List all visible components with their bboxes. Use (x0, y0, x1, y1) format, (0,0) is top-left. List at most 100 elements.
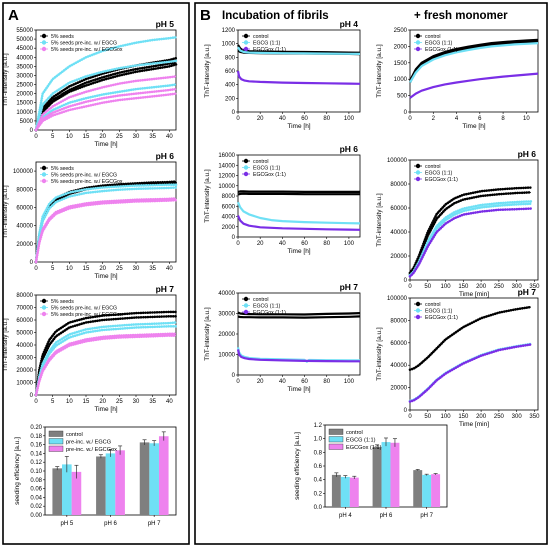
bar (349, 477, 359, 507)
y-tick-label: 0 (30, 260, 34, 266)
x-tick-label: 20 (257, 379, 264, 385)
x-tick-label: 15 (83, 266, 90, 272)
bar (381, 442, 391, 507)
series-cyan-line (35, 325, 176, 396)
x-tick-label: 30 (133, 399, 140, 405)
bar (96, 456, 106, 515)
legend-label: control (253, 34, 269, 40)
legend-label: EGCGox (1:1) (425, 177, 458, 183)
y-tick-label: 0.02 (30, 504, 42, 510)
y-tick-label: 0.4 (314, 478, 323, 484)
series-purple-line (236, 349, 360, 363)
legend-label: 5% seeds pre-inc. w./ EGCG (51, 172, 117, 178)
x-tick-label: 100 (344, 379, 355, 385)
y-tick-label: 0.8 (314, 450, 323, 456)
bar (431, 474, 441, 507)
x-tick-label: 0 (236, 241, 240, 247)
x-tick-label: 200 (476, 414, 487, 420)
series-cyan-dots (34, 321, 178, 397)
x-tick-label: 40 (279, 116, 286, 122)
series-black-line (237, 315, 361, 319)
x-axis-label: Time [h] (94, 273, 117, 280)
series-purple-line (236, 215, 361, 231)
y-tick-label: 10000 (218, 184, 235, 190)
x-axis-label: Time [min] (459, 421, 489, 428)
bar (158, 436, 169, 515)
charts-layer: 0 5 0 0 0 10000 15000 20000 25000 30000 35 0 0 0 40000… (2, 19, 540, 527)
x-tick-label: 40 (279, 379, 286, 385)
bar (115, 450, 125, 515)
legend-label: EGCGox (1:1) (253, 172, 286, 178)
y-tick-label: 0 (404, 408, 408, 414)
y-tick-label: 200 (225, 96, 236, 102)
y-tick-label: 1.0 (314, 437, 323, 443)
x-tick-label: 300 (512, 284, 523, 290)
y-tick-label: 0 (30, 128, 34, 134)
series-purple-line (409, 72, 539, 99)
legend-label: control (425, 302, 441, 308)
y-axis-label: ThT-intensity [a.u.] (376, 44, 383, 98)
x-tick-label: 10 (66, 266, 73, 272)
y-tick-label: 40000 (16, 224, 33, 230)
series-black-line (35, 315, 176, 396)
x-tick-label: 0 (408, 284, 412, 290)
chart-a4: 0.00 0.02 0.04 0.06 0.08 0.10 0.12 0.14 0.16 0.18… (14, 425, 177, 527)
y-axis-label: ThT-intensity [a.u.] (376, 193, 383, 247)
y-tick-label: 10000 (16, 381, 33, 387)
chart-title: pH 6 (156, 151, 175, 161)
series-black-line (35, 182, 177, 263)
y-tick-label: 10000 (218, 353, 235, 359)
y-tick-label: 0.08 (30, 478, 42, 484)
y-tick-label: 60000 (16, 205, 33, 211)
series-purple-line (409, 344, 531, 403)
y-tick-label: 2500 (394, 28, 408, 34)
y-tick-label: 400 (225, 83, 236, 89)
panel-b-frame (194, 2, 548, 545)
y-axis-label: ThT-intensity [a.u.] (2, 318, 9, 372)
y-tick-label: 100000 (387, 158, 408, 164)
bar (390, 442, 400, 507)
series-magenta-line (35, 88, 177, 131)
category-label: pH 7 (148, 521, 161, 527)
x-tick-label: 80 (323, 116, 330, 122)
series-black-line (35, 181, 177, 263)
chart-b6: 020000400006000080000100000ThT-intensity… (376, 287, 540, 428)
plot-area (409, 29, 539, 113)
x-axis-label: Time [h] (287, 248, 310, 255)
chart-a2: 0 20000 40000 60000 80000 100000 ThT-intensity… (2, 151, 178, 280)
x-tick-label: 30 (133, 134, 140, 140)
series-magenta-dots (34, 198, 178, 264)
y-tick-label: 70000 (16, 306, 33, 312)
y-axis-label: ThT-intensity [a.u.] (376, 327, 383, 381)
x-tick-label: 35 (149, 266, 156, 272)
legend-label: control (253, 297, 269, 303)
legend-swatch (48, 430, 64, 437)
legend-label: 5% seeds pre-inc. w./ EGCGox (51, 47, 123, 53)
legend-label: EGCG (1:1) (425, 170, 453, 176)
y-tick-label: 600 (225, 69, 236, 75)
y-tick-label: 30000 (16, 356, 33, 362)
y-tick-label: 1200 (222, 28, 236, 34)
series-cyan-line (35, 184, 176, 263)
legend-label: EGCGox (1:1) (253, 310, 286, 316)
bar (105, 453, 116, 515)
chart-title: pH 5 (156, 19, 175, 29)
series-black-line (237, 192, 360, 196)
x-tick-label: 0 (408, 116, 412, 122)
y-tick-label: 15000 (16, 101, 33, 107)
x-tick-label: 15 (83, 399, 90, 405)
y-tick-label: 0 (30, 393, 34, 399)
y-tick-label: 45000 (16, 46, 33, 52)
y-tick-label: 800 (225, 55, 236, 61)
y-tick-label: 0.04 (30, 495, 42, 501)
series-black-line (409, 306, 531, 371)
x-tick-label: 5 (51, 399, 55, 405)
y-tick-label: 20000 (16, 368, 33, 374)
y-tick-label: 25000 (16, 83, 33, 89)
x-tick-label: 250 (494, 414, 505, 420)
y-tick-label: 100000 (387, 296, 408, 302)
series-black-line (237, 44, 361, 54)
chart-title: pH 4 (340, 19, 359, 29)
y-tick-label: 40000 (218, 291, 235, 297)
